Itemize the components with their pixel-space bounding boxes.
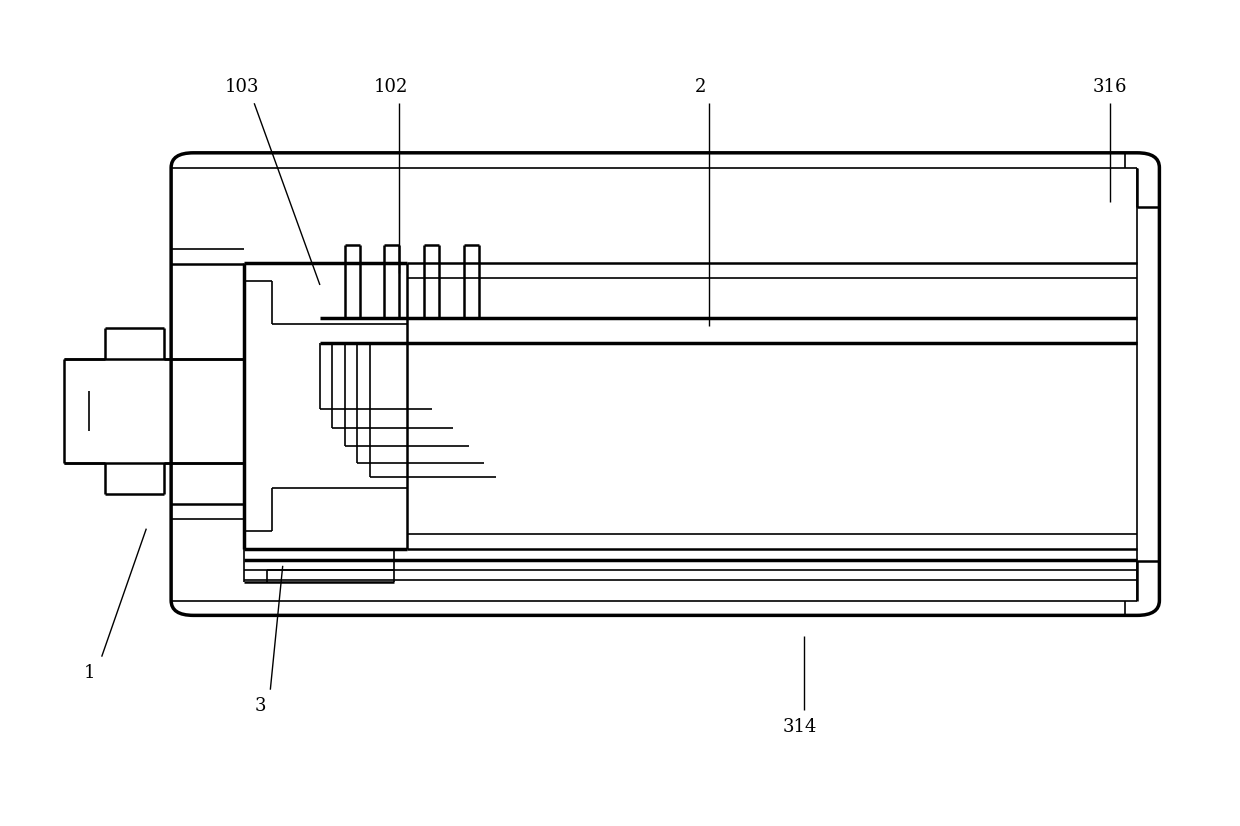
Text: 103: 103 — [224, 78, 259, 96]
Text: 1: 1 — [83, 664, 95, 682]
Text: 314: 314 — [782, 718, 817, 736]
Text: 102: 102 — [373, 78, 408, 96]
Text: 2: 2 — [694, 78, 707, 96]
Text: 316: 316 — [1092, 78, 1127, 96]
Text: 3: 3 — [254, 697, 267, 715]
